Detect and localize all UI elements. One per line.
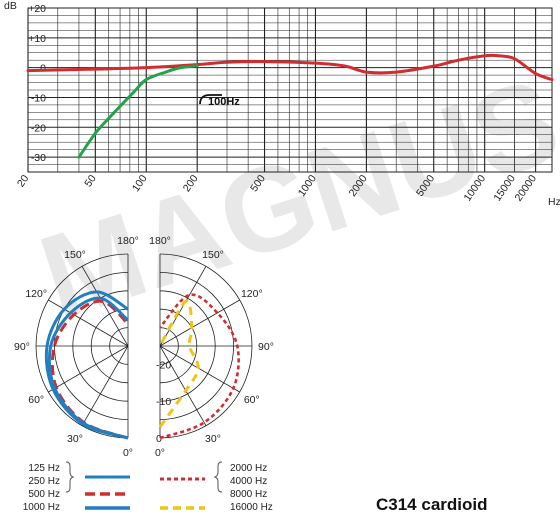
polar-angle-label-left: 60°: [28, 394, 44, 406]
polar-angle-label-right: 60°: [244, 394, 260, 406]
polar-spoke-right: [159, 299, 240, 347]
fr-y-tick-label: +10: [28, 33, 46, 45]
fr-plot-border: [27, 7, 553, 173]
polar-radial-label: 0: [156, 433, 162, 445]
polar-series-line-4: [158, 299, 200, 428]
polar-radial-labels: 0 -10 -20: [156, 359, 171, 445]
legend-brace-right: [213, 461, 223, 493]
polar-angle-label-left: 120°: [25, 288, 47, 300]
legend: 125 Hz 250 Hz 500 Hz 1000 Hz 2000 Hz 400…: [23, 461, 273, 513]
polar-spoke-left: [48, 299, 129, 347]
legend-2000hz: 2000 Hz: [230, 463, 267, 474]
fr-series: [26, 53, 554, 159]
fr-x-axis-label: Hz: [548, 196, 560, 208]
fr-y-tick-label: -20: [31, 122, 46, 134]
polar-spoke-right: [159, 345, 207, 426]
fr-series-line-1: [77, 64, 199, 159]
polar-angle-label-right: 150°: [202, 249, 224, 261]
legend-1000hz: 1000 Hz: [23, 502, 60, 513]
polar-angle-label-right: 0°: [155, 447, 165, 459]
polar-spoke-right: [159, 345, 240, 393]
polar-spoke-left: [81, 345, 129, 426]
polar-series: [44, 290, 240, 440]
highpass-icon: [199, 94, 222, 105]
fr-x-tick-label: 50: [82, 173, 99, 190]
polar-spoke-left: [48, 345, 129, 393]
fr-y-tick-label: 0: [40, 63, 46, 75]
fr-y-axis-label: dB: [4, 0, 17, 12]
fr-y-tick-label: -30: [31, 152, 46, 164]
polar-angle-labels: 0° 0° 30° 30° 60° 60° 90° 90° 120° 120° 150° 150° 18…: [14, 235, 274, 459]
fr-y-tick-label: -10: [31, 92, 46, 104]
polar-angle-label-left: 30°: [67, 433, 83, 445]
polar-angle-label-right: 90°: [258, 341, 274, 353]
legend-brace-left: [65, 461, 75, 493]
fr-y-tick-label: +20: [28, 3, 46, 15]
fr-y-tick-labels: +20 +10 0 -10 -20 -30: [28, 3, 46, 164]
polar-chart: 0° 0° 30° 30° 60° 60° 90° 90° 120° 120° 150° 150° 18…: [14, 235, 274, 459]
legend-4000hz: 4000 Hz: [230, 476, 267, 487]
polar-radial-label: -10: [156, 396, 171, 408]
legend-16000hz: 16000 Hz: [230, 502, 273, 513]
highpass-label: 100Hz: [208, 96, 240, 108]
polar-series-line-3: [158, 293, 240, 440]
polar-angle-label-left: 0°: [123, 447, 133, 459]
polar-spoke-left: [81, 266, 129, 347]
legend-500hz: 500 Hz: [28, 489, 60, 500]
polar-angle-label-right: 30°: [205, 433, 221, 445]
polar-angle-label-right: 120°: [241, 288, 263, 300]
polar-angle-label-right: 180°: [149, 235, 171, 247]
polar-angle-label-left: 180°: [117, 235, 139, 247]
legend-125hz: 125 Hz: [28, 463, 60, 474]
legend-8000hz: 8000 Hz: [230, 489, 267, 500]
polar-grid: [35, 253, 253, 439]
fr-x-tick-label: 20: [15, 173, 32, 190]
polar-series-line-2: [47, 296, 130, 440]
fr-series-line-0: [26, 53, 554, 82]
polar-angle-label-left: 150°: [64, 249, 86, 261]
product-title: C314 cardioid: [376, 495, 488, 514]
polar-angle-label-left: 90°: [14, 341, 30, 353]
legend-250hz: 250 Hz: [28, 476, 60, 487]
highpass-annotation: 100Hz: [199, 94, 240, 108]
polar-radial-label: -20: [156, 359, 171, 371]
